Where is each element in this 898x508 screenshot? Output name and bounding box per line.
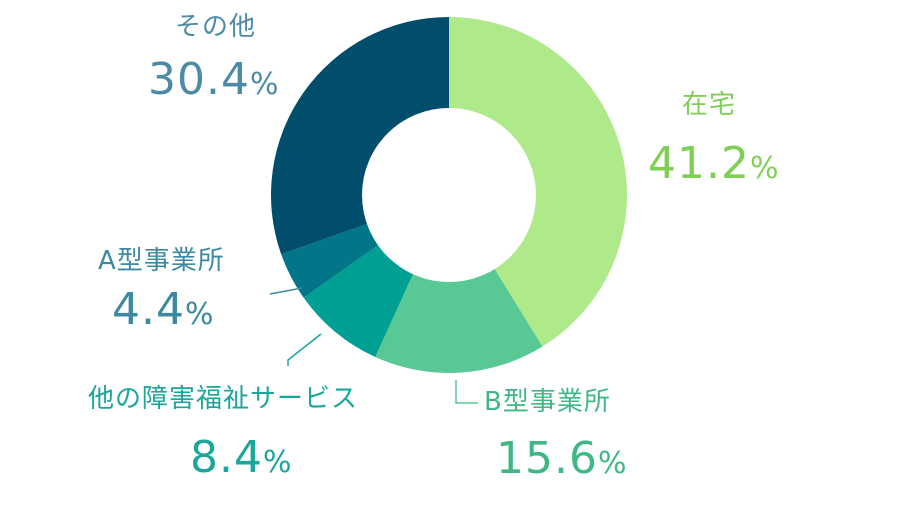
label-other-services: 他の障害福祉サービス bbox=[88, 386, 358, 412]
leader-line-a-type bbox=[269, 287, 303, 295]
value-sonota: 30.4% bbox=[148, 58, 278, 102]
percent-sign: % bbox=[749, 151, 779, 186]
slice-label: A型事業所 bbox=[98, 246, 225, 276]
slice-label: B型事業所 bbox=[484, 387, 611, 417]
value-b-type: 15.6% bbox=[496, 437, 626, 481]
slice-1 bbox=[375, 195, 543, 374]
percent-sign: % bbox=[249, 67, 279, 102]
percent-sign: % bbox=[597, 446, 627, 481]
value-a-type: 4.4% bbox=[112, 288, 214, 332]
percent-sign: % bbox=[262, 445, 292, 480]
label-a-type: A型事業所 bbox=[98, 248, 225, 274]
slice-value: 4.4 bbox=[112, 284, 185, 335]
slice-label: 在宅 bbox=[682, 90, 737, 120]
percent-sign: % bbox=[184, 297, 214, 332]
label-b-type: B型事業所 bbox=[484, 389, 611, 415]
value-zaitaku: 41.2% bbox=[648, 142, 778, 186]
slice-value: 41.2 bbox=[648, 138, 750, 189]
label-zaitaku: 在宅 bbox=[682, 92, 736, 118]
slice-value: 8.4 bbox=[190, 432, 263, 483]
slice-label: その他 bbox=[175, 12, 257, 42]
slice-value: 15.6 bbox=[496, 433, 598, 484]
leader-line-other-services bbox=[287, 333, 322, 366]
slice-label: 他の障害福祉サービス bbox=[88, 384, 359, 414]
value-other-services: 8.4% bbox=[190, 436, 292, 480]
label-sonota: その他 bbox=[175, 14, 256, 40]
leader-line-b-type bbox=[455, 380, 478, 404]
donut-hole bbox=[362, 108, 536, 282]
slice-value: 30.4 bbox=[148, 54, 250, 105]
